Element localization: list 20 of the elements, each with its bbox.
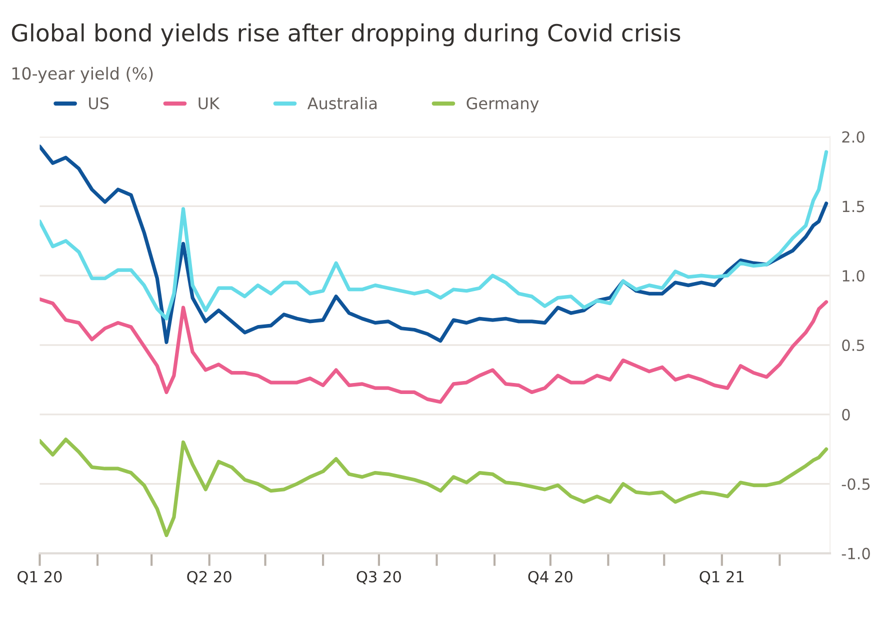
- line-series: [40, 438, 828, 538]
- legend-label: UK: [198, 97, 220, 110]
- x-tick-label: Q2 20: [187, 570, 232, 584]
- legend-label: Germany: [466, 97, 539, 112]
- y-tick-label: -0.5: [842, 478, 870, 490]
- legend-label: US: [89, 97, 109, 110]
- y-tick-label: 0.5: [842, 339, 864, 352]
- y-tick-label: 0: [842, 408, 850, 420]
- x-tick-label: Q1 20: [18, 570, 62, 584]
- legend-label: Australia: [307, 96, 377, 110]
- y-tick-label: 1.5: [842, 200, 864, 212]
- x-tick-label: Q4 20: [528, 570, 572, 584]
- y-tick-label: -1.0: [842, 548, 870, 560]
- chart-subtitle: 10-year yield (%): [12, 66, 153, 83]
- x-tick-label: Q3 20: [356, 570, 401, 584]
- x-tick-label: Q1 21: [700, 570, 744, 584]
- y-tick-label: 1.0: [842, 270, 864, 282]
- y-tick-label: 2.0: [842, 131, 864, 143]
- chart-title: Global bond yields rise after dropping during Covid crisis: [12, 23, 680, 46]
- line-series: [40, 297, 828, 404]
